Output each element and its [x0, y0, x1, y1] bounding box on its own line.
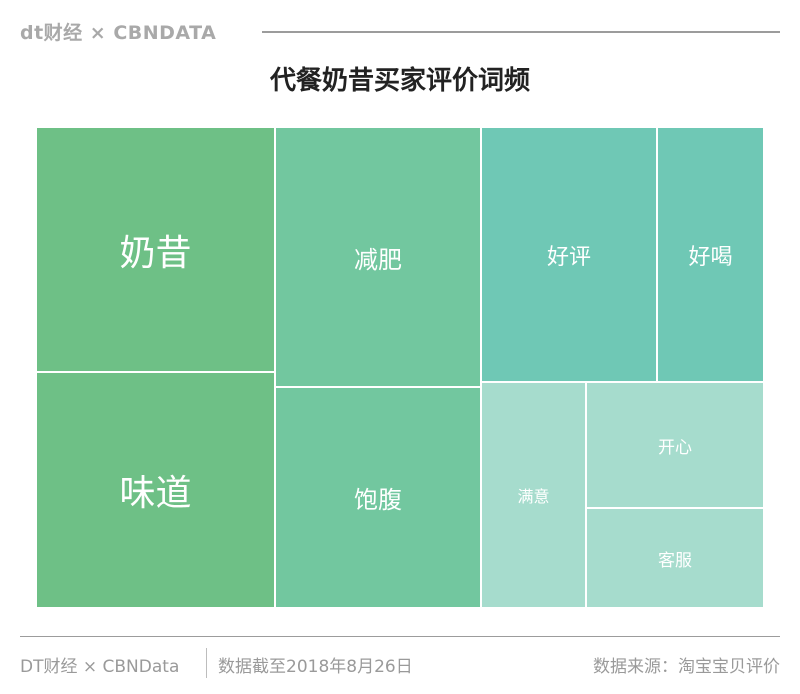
treemap-tile: 奶昔 [36, 127, 275, 372]
treemap-tile: 开心 [586, 382, 764, 508]
footer-brand: DT财经 × CBNData [20, 657, 180, 677]
treemap-label: 好评 [546, 244, 591, 270]
footer-divider [20, 636, 780, 637]
treemap-tile: 减肥 [275, 127, 481, 387]
treemap-tile: 味道 [36, 372, 275, 608]
brand-logo: dt财经 × CBNDATA [20, 22, 217, 44]
footer-separator [206, 648, 207, 678]
treemap-tile: 好评 [481, 127, 657, 382]
treemap-label: 饱腹 [354, 486, 402, 514]
treemap-chart: 奶昔味道 减肥饱腹 好评 好喝满意 开心客服 [36, 127, 764, 608]
treemap-label: 味道 [119, 473, 192, 514]
treemap-label: 奶昔 [119, 232, 192, 274]
treemap-label: 满意 [517, 487, 550, 506]
treemap-tile: 满意 [481, 382, 586, 608]
treemap-label: 开心 [658, 437, 692, 458]
treemap-tile: 饱腹 [275, 387, 481, 608]
treemap-tile: 好喝 [657, 127, 764, 382]
treemap-label: 减肥 [354, 245, 402, 274]
footer-source: 数据来源：淘宝宝贝评价 [593, 657, 780, 677]
chart-title: 代餐奶昔买家评价词频 [269, 66, 530, 96]
treemap-label: 好喝 [688, 244, 733, 270]
header-divider [262, 31, 780, 33]
treemap-label: 客服 [658, 550, 692, 571]
footer-date: 数据截至2018年8月26日 [218, 657, 413, 677]
treemap-tile: 客服 [586, 508, 764, 608]
